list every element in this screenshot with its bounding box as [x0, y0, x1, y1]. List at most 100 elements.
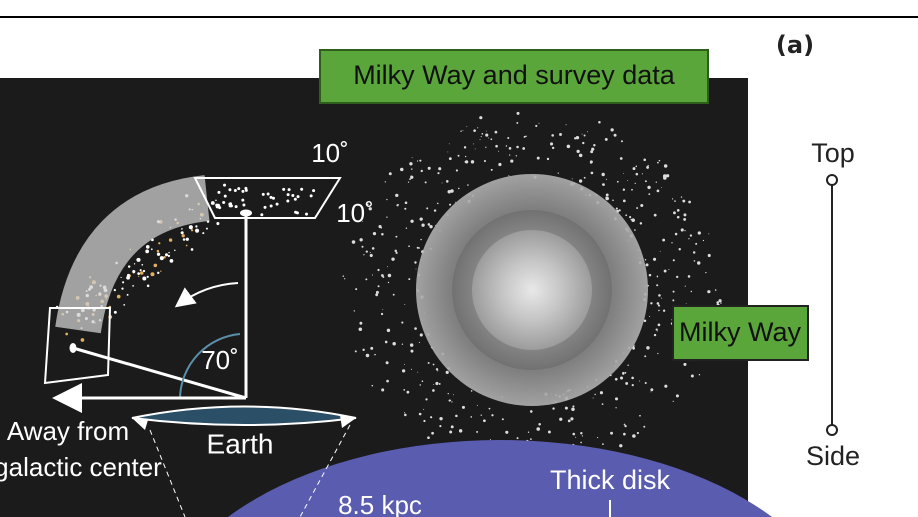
- star: [377, 268, 380, 272]
- star: [655, 328, 658, 331]
- star: [483, 159, 487, 163]
- star: [644, 382, 647, 385]
- star: [648, 273, 652, 277]
- star: [627, 364, 629, 366]
- star: [698, 374, 701, 376]
- star: [420, 169, 423, 173]
- star: [599, 391, 604, 395]
- star: [470, 160, 475, 164]
- star: [657, 352, 659, 355]
- star: [580, 441, 582, 444]
- star: [382, 276, 385, 278]
- star: [583, 176, 586, 179]
- star: [615, 207, 618, 210]
- star: [516, 145, 519, 149]
- star: [417, 371, 419, 373]
- star: [408, 245, 410, 248]
- star: [215, 205, 219, 209]
- star: [414, 327, 417, 330]
- star: [388, 172, 392, 176]
- star: [153, 263, 158, 268]
- star: [687, 275, 691, 278]
- star: [455, 414, 458, 418]
- star: [466, 126, 468, 128]
- star: [473, 129, 476, 133]
- star: [472, 143, 474, 145]
- star: [150, 272, 155, 277]
- star: [486, 130, 488, 132]
- star: [404, 207, 407, 210]
- star: [419, 159, 422, 162]
- star: [682, 199, 686, 203]
- star: [646, 346, 650, 350]
- rotation-arrow: [174, 282, 239, 308]
- star: [126, 293, 129, 296]
- star: [392, 341, 396, 346]
- star: [476, 430, 479, 433]
- star: [120, 276, 122, 279]
- star: [614, 377, 618, 381]
- star: [636, 207, 639, 210]
- star: [625, 382, 629, 385]
- star: [286, 199, 290, 203]
- star: [113, 288, 116, 292]
- star: [644, 355, 647, 358]
- star: [113, 310, 117, 314]
- star: [673, 211, 676, 215]
- star: [481, 133, 484, 135]
- star: [410, 349, 414, 353]
- star: [647, 185, 651, 190]
- star: [683, 218, 687, 221]
- star: [507, 137, 510, 140]
- star: [391, 257, 395, 261]
- star: [421, 380, 424, 382]
- star: [436, 202, 439, 205]
- star: [665, 174, 670, 178]
- star: [572, 432, 576, 436]
- star: [157, 271, 160, 275]
- side-disk: [227, 440, 773, 517]
- star: [597, 436, 599, 439]
- star: [647, 164, 649, 167]
- star: [578, 153, 583, 158]
- star: [447, 190, 451, 194]
- star: [508, 175, 510, 177]
- star: [575, 135, 580, 140]
- star: [423, 408, 425, 410]
- star: [655, 181, 657, 183]
- star: [210, 201, 215, 205]
- star: [635, 172, 639, 176]
- star: [640, 204, 644, 208]
- star: [690, 290, 693, 293]
- star: [631, 218, 635, 222]
- star: [132, 269, 136, 274]
- star: [300, 187, 304, 191]
- star: [365, 278, 368, 281]
- star: [663, 176, 667, 180]
- top-label: Top: [811, 138, 855, 168]
- star: [480, 414, 482, 416]
- survey-band: [55, 175, 211, 334]
- star: [410, 175, 412, 177]
- star: [602, 183, 605, 186]
- star: [65, 332, 69, 336]
- earth-label: Earth: [207, 428, 274, 459]
- star: [381, 274, 384, 277]
- star: [205, 227, 208, 230]
- star: [361, 245, 364, 248]
- star: [490, 168, 493, 171]
- star: [635, 165, 638, 168]
- star: [672, 400, 674, 402]
- star: [552, 407, 555, 410]
- star: [620, 140, 623, 143]
- star: [405, 227, 408, 229]
- star: [423, 419, 426, 423]
- star: [684, 229, 686, 232]
- guide: [149, 429, 186, 517]
- star: [217, 190, 221, 194]
- star: [650, 302, 653, 305]
- star: [167, 254, 171, 258]
- direction-label: Away from: [7, 416, 129, 446]
- star: [650, 391, 652, 393]
- star: [643, 425, 646, 428]
